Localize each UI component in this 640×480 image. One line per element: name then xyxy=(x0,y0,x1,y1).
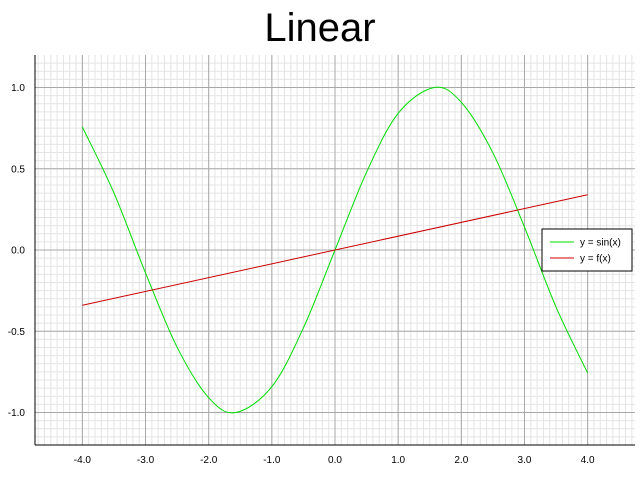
x-tick-label: -2.0 xyxy=(200,455,218,466)
x-tick-label: -4.0 xyxy=(74,455,92,466)
y-axis-ticks: -1.0 -0.5 0.0 0.5 1.0 xyxy=(8,83,26,419)
y-tick-label: -1.0 xyxy=(8,408,26,419)
y-tick-label: 1.0 xyxy=(11,83,25,94)
y-tick-label: 0.5 xyxy=(11,164,25,175)
legend: y = sin(x) y = f(x) xyxy=(541,228,633,272)
series-line-2 xyxy=(82,194,588,306)
legend-label: y = sin(x) xyxy=(580,238,621,249)
legend-label: y = f(x) xyxy=(580,254,611,265)
x-axis-ticks: -4.0 -3.0 -2.0 -1.0 0.0 1.0 2.0 3.0 4.0 xyxy=(74,455,595,466)
x-tick-label: 0.0 xyxy=(328,455,342,466)
y-tick-label: -0.5 xyxy=(8,327,26,338)
y-tick-label: 0.0 xyxy=(11,246,25,257)
axes xyxy=(34,55,635,446)
x-tick-label: -3.0 xyxy=(137,455,155,466)
legend-box xyxy=(541,228,633,272)
x-tick-label: -1.0 xyxy=(263,455,281,466)
chart-title: Linear xyxy=(264,6,376,50)
x-tick-label: 4.0 xyxy=(581,455,595,466)
series-layer xyxy=(81,86,589,414)
x-tick-label: 1.0 xyxy=(391,455,405,466)
x-tick-label: 3.0 xyxy=(518,455,532,466)
x-tick-label: 2.0 xyxy=(454,455,468,466)
